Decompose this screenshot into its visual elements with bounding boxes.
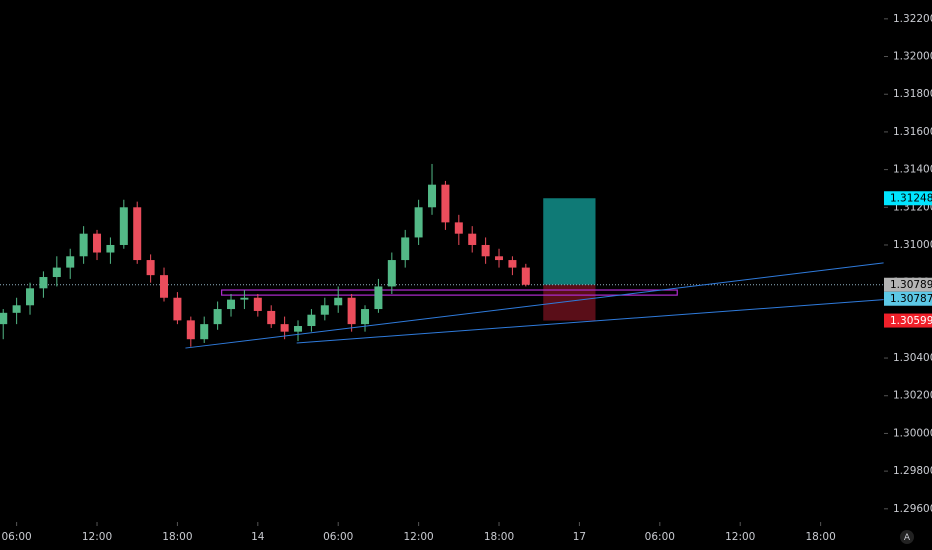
zone [221,289,678,296]
x-tick-label: 06:00 [323,531,353,543]
button-label: A [904,533,911,543]
auto-scale-button[interactable]: A [900,530,914,544]
candle-body [374,286,383,310]
price-label: 1.30599 [890,315,932,327]
candle-body [79,233,88,257]
candle-body [52,267,61,278]
candle-body [200,324,209,340]
y-tick-label: 1.31600 [893,126,932,138]
y-tick-label: 1.32200 [893,13,932,25]
x-tick-label: 12:00 [725,531,755,543]
position-profit [543,198,596,285]
candle-body [253,297,262,311]
candle-body [294,326,303,332]
candle-body [521,267,530,285]
candle-body [468,233,477,245]
candle-body [146,260,155,276]
candle-body [186,320,195,340]
candle-body [320,305,329,315]
y-tick-label: 1.30200 [893,390,932,402]
price-label: 1.30789 [890,279,932,291]
price-label: 1.31248 [890,193,932,205]
candle-body [387,260,396,287]
candle-body [173,297,182,321]
candle-body [133,207,142,261]
y-tick-label: 1.30400 [893,352,932,364]
candle-body [160,275,169,298]
candle-body [361,309,370,325]
y-tick-label: 1.31000 [893,239,932,251]
plot [0,163,884,349]
candle-body [481,244,490,257]
candle-body [119,207,128,245]
candle-body [401,237,410,261]
y-tick-label: 1.30000 [893,427,932,439]
candle-body [213,309,222,325]
x-tick-label: 06:00 [645,531,675,543]
x-tick-label: 18:00 [162,531,192,543]
candle-body [26,288,35,306]
y-tick-label: 1.31800 [893,88,932,100]
candle-body [280,324,289,332]
price-label-box [884,291,932,306]
candle-body [508,260,517,268]
candle-body [93,233,102,253]
x-tick-label: 06:00 [1,531,31,543]
y-tick-label: 1.32000 [893,51,932,63]
candle-body [12,305,21,313]
price-label-box [884,313,932,328]
candle-body [39,277,48,289]
price-label: 1.30787 [890,293,932,305]
candle-body [334,297,343,306]
candle-body [66,256,75,268]
x-tick-label: 18:00 [805,531,835,543]
position-loss [543,284,596,321]
candle-body [267,310,276,325]
x-tick-label: 14 [251,531,265,543]
x-tick-label: 18:00 [484,531,514,543]
x-tick-label: 17 [573,531,586,543]
trendline [185,262,884,349]
candle-body [307,314,316,327]
candle-body [0,312,8,325]
candle-body [414,207,423,238]
candle-body [428,184,437,208]
candle-body [441,184,450,223]
candle-body [106,244,115,253]
candle-body [347,297,356,325]
trendline [296,299,884,344]
candle-body [240,297,249,300]
x-tick-label: 12:00 [82,531,112,543]
price-label-box [884,277,932,292]
candle-body [454,222,463,234]
price-label-box [884,191,932,206]
y-tick-label: 1.29800 [893,465,932,477]
x-tick-label: 12:00 [403,531,433,543]
button-circle [900,530,914,544]
y-tick-label: 1.31400 [893,164,932,176]
candle-body [495,256,504,261]
candle-body [227,299,236,310]
